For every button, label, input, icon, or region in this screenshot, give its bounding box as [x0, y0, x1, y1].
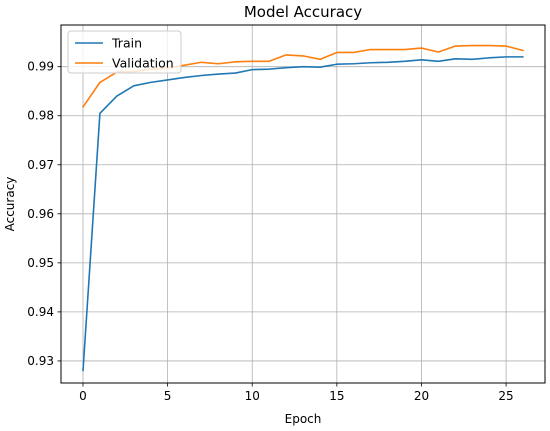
- legend-label-train: Train: [111, 36, 142, 51]
- x-tick-label: 15: [329, 389, 344, 403]
- y-tick-label: 0.95: [27, 256, 54, 270]
- x-tick-label: 5: [164, 389, 172, 403]
- plot-frame: [60, 24, 546, 384]
- x-tick-label: 10: [245, 389, 260, 403]
- grid-lines: [61, 25, 545, 383]
- y-tick-label: 0.97: [27, 158, 54, 172]
- x-tick-label: 20: [414, 389, 429, 403]
- legend: Train Validation: [67, 30, 182, 74]
- chart-title: Model Accuracy: [244, 3, 362, 21]
- x-tick-label: 0: [79, 389, 87, 403]
- x-tick-label: 25: [498, 389, 513, 403]
- y-tick-label: 0.93: [27, 354, 54, 368]
- x-axis-label: Epoch: [285, 412, 322, 426]
- series-line-train: [82, 56, 524, 372]
- y-axis-label: Accuracy: [3, 177, 17, 232]
- y-tick-label: 0.98: [27, 109, 54, 123]
- y-tick-label: 0.99: [27, 60, 54, 74]
- legend-label-validation: Validation: [112, 56, 174, 71]
- y-axis-ticks: 0.93 0.94 0.95 0.96 0.97 0.98 0.99: [27, 60, 61, 368]
- y-tick-label: 0.94: [27, 305, 54, 319]
- x-axis-ticks: 0 5 10 15 20 25: [79, 383, 514, 403]
- y-tick-label: 0.96: [27, 207, 54, 221]
